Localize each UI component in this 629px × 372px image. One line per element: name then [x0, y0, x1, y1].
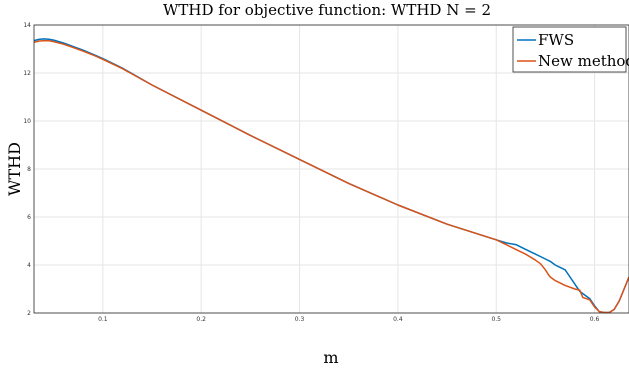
y-tick-label: 8 — [27, 166, 31, 173]
y-tick-label: 2 — [27, 310, 31, 317]
x-tick-label: 0.2 — [196, 316, 206, 323]
chart-title: WTHD for objective function: WTHD N = 2 — [163, 1, 491, 19]
plot-frame — [33, 24, 629, 314]
x-tick-label: 0.5 — [491, 316, 501, 323]
tick-labels: 0.1 0.2 0.3 0.4 0.5 0.6 2 4 6 8 10 12 14 — [23, 22, 599, 323]
y-tick-label: 14 — [23, 22, 31, 29]
y-tick-label: 10 — [23, 118, 31, 125]
legend-label-new-method: New method — [538, 52, 629, 70]
legend: FWS New method — [512, 26, 629, 73]
y-tick-label: 12 — [23, 70, 31, 77]
legend-box — [512, 26, 627, 73]
y-tick-label: 4 — [27, 262, 31, 269]
x-axis-label: m — [323, 348, 338, 367]
y-axis-label: WTHD — [5, 142, 24, 196]
series-lines — [33, 38, 629, 314]
x-tick-label: 0.4 — [393, 316, 403, 323]
legend-label-fws: FWS — [538, 31, 574, 49]
x-tick-label: 0.6 — [590, 316, 600, 323]
x-tick-label: 0.1 — [98, 316, 108, 323]
series-line-new-method — [33, 39, 629, 314]
x-tick-label: 0.3 — [295, 316, 305, 323]
y-tick-label: 6 — [27, 214, 31, 221]
